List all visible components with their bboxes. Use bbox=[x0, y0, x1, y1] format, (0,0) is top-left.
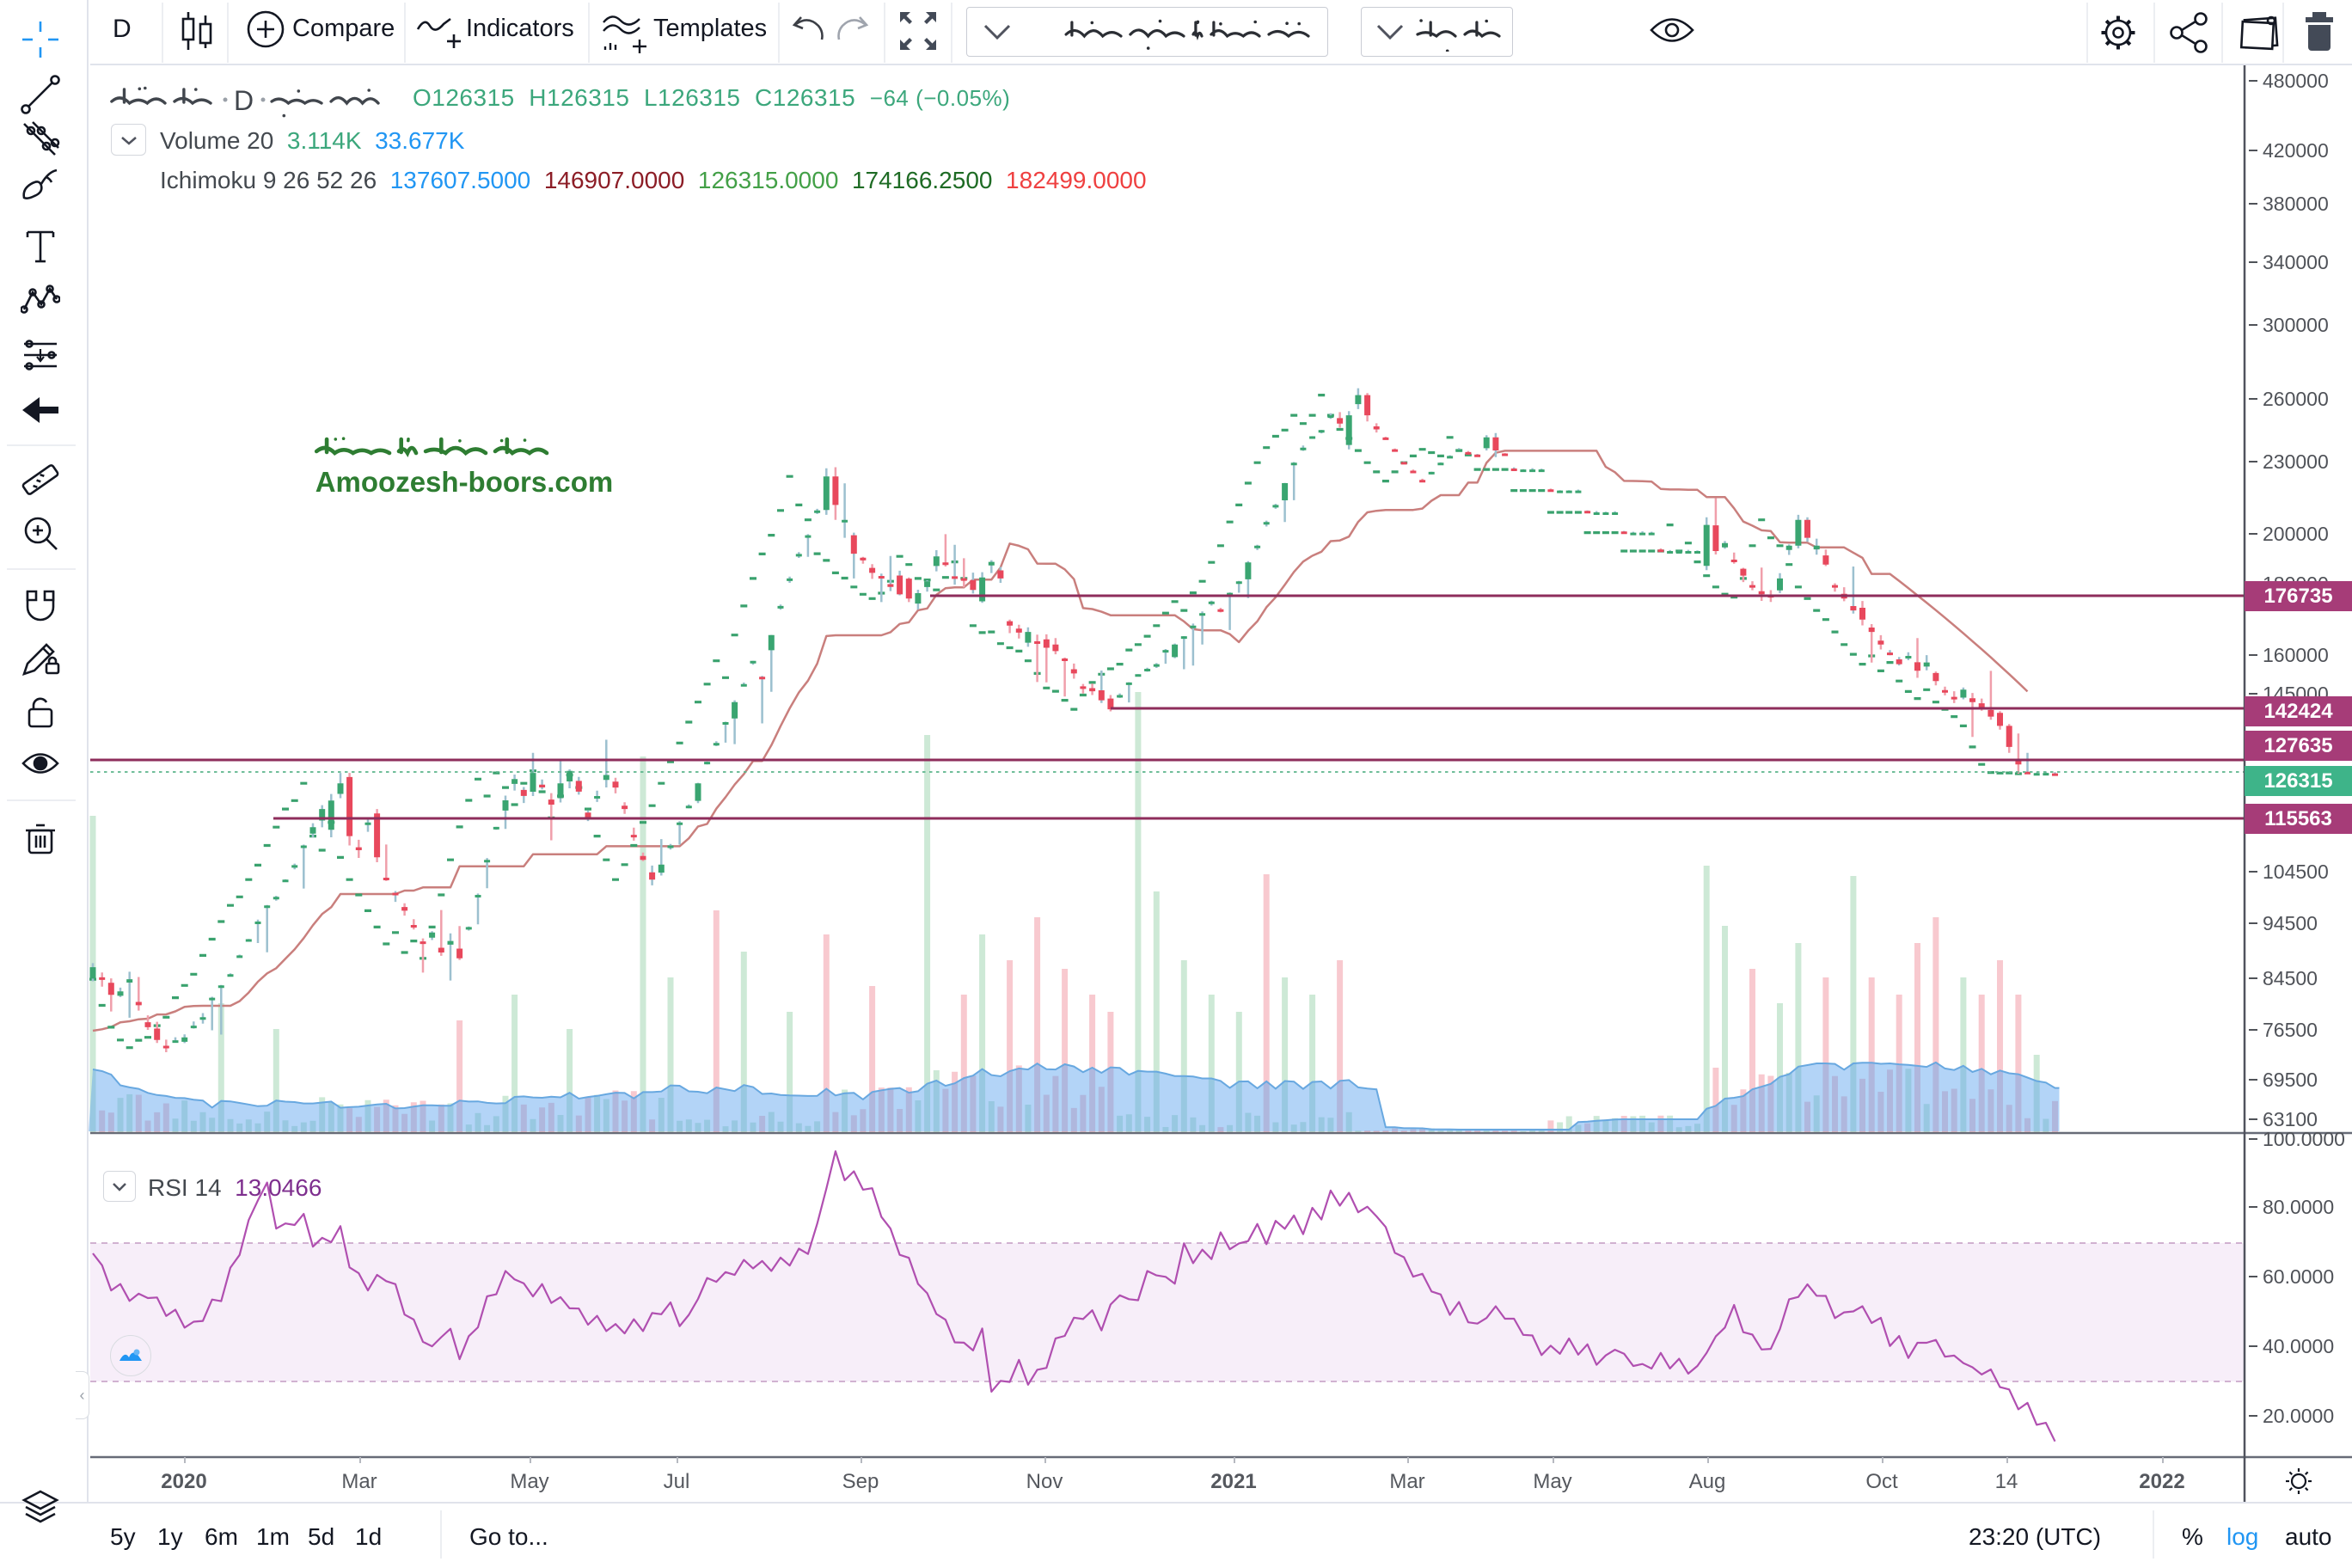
svg-text:D: D bbox=[234, 85, 254, 116]
